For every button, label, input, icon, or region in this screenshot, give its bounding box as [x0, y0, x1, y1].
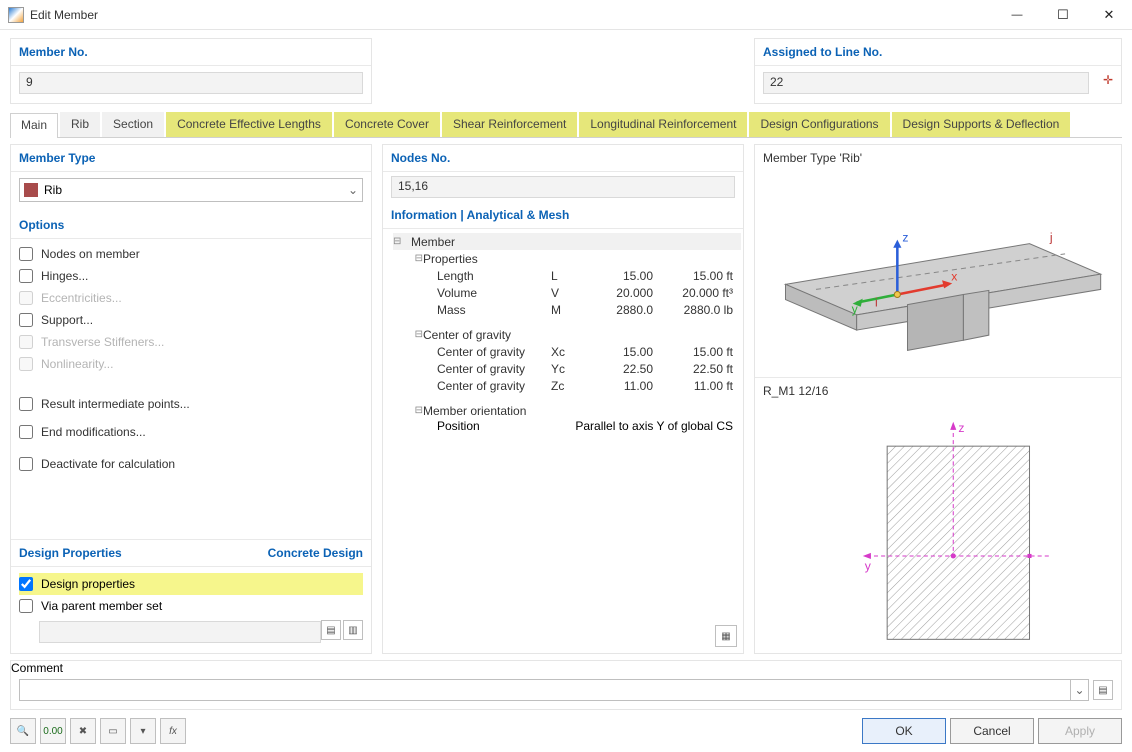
pick-line-icon[interactable]: ✛ [1099, 71, 1117, 89]
tab-design-supports-deflection[interactable]: Design Supports & Deflection [892, 112, 1071, 137]
maximize-button[interactable] [1040, 0, 1086, 30]
member-preview: z x y j i [755, 171, 1121, 378]
tree-mass-row: MassM2880.02880.0 lb [393, 301, 741, 318]
design-properties-label: Design Properties [19, 546, 122, 560]
tree-cog-x-row: Center of gravityXc15.0015.00 ft [393, 343, 741, 360]
opt-deactivate-for-calculation[interactable]: Deactivate for calculation [19, 453, 363, 475]
svg-text:x: x [951, 269, 957, 283]
right-column: Member Type 'Rib' z [754, 144, 1122, 654]
tab-concrete-effective-lengths[interactable]: Concrete Effective Lengths [166, 112, 332, 137]
svg-text:z: z [902, 231, 908, 245]
comment-row: Comment ⌄ ▤ [10, 660, 1122, 710]
tree-volume-row: VolumeV20.00020.000 ft³ [393, 284, 741, 301]
tree-position-row: PositionParallel to axis Y of global CS [393, 419, 741, 436]
tab-main[interactable]: Main [10, 113, 58, 138]
window-title: Edit Member [30, 8, 994, 22]
via-parent-member-set-row[interactable]: Via parent member set [19, 595, 363, 617]
svg-text:y: y [852, 302, 859, 316]
options-label: Options [11, 212, 371, 239]
cancel-button[interactable]: Cancel [950, 718, 1034, 744]
nodes-no-label: Nodes No. [383, 145, 743, 172]
close-button[interactable] [1086, 0, 1132, 30]
tab-design-configurations[interactable]: Design Configurations [749, 112, 889, 137]
comment-field[interactable]: ⌄ [19, 679, 1089, 701]
tree-cog-y-row: Center of gravityYc22.5022.50 ft [393, 360, 741, 377]
app-icon [8, 7, 24, 23]
concrete-design-label: Concrete Design [268, 546, 363, 560]
design-properties-checkbox-row[interactable]: Design properties [19, 573, 363, 595]
member-type-value: Rib [44, 183, 62, 197]
member-type-dropdown[interactable]: Rib ⌄ [19, 178, 363, 202]
tab-longitudinal-reinforcement[interactable]: Longitudinal Reinforcement [579, 112, 747, 137]
tree-length-row: LengthL15.0015.00 ft [393, 267, 741, 284]
top-fields-row: Member No. 9 Assigned to Line No. 22 ✛ [10, 38, 1122, 104]
bottom-bar: 🔍 0.00 ✖︎ ▭ ▾ fx OK Cancel Apply [0, 716, 1132, 752]
opt-hinges[interactable]: Hinges... [19, 265, 363, 287]
opt-end-modifications[interactable]: End modifications... [19, 421, 363, 443]
body-row: Member Type Rib ⌄ Options Nodes on membe… [10, 144, 1122, 654]
tab-concrete-cover[interactable]: Concrete Cover [334, 112, 440, 137]
comment-label: Comment [11, 661, 1121, 675]
info-tree: ⊟Member ⊟Properties LengthL15.0015.00 ft… [383, 229, 743, 440]
svg-text:z: z [958, 421, 964, 435]
titlebar: Edit Member [0, 0, 1132, 30]
tab-section[interactable]: Section [102, 112, 164, 137]
opt-result-intermediate-points[interactable]: Result intermediate points... [19, 393, 363, 415]
via-parent-checkbox[interactable] [19, 599, 33, 613]
opt-support[interactable]: Support... [19, 309, 363, 331]
member-no-value[interactable]: 9 [19, 72, 363, 94]
script-button[interactable]: fx [160, 718, 186, 744]
assigned-value[interactable]: 22 [763, 72, 1089, 94]
assigned-panel: Assigned to Line No. 22 ✛ [754, 38, 1122, 104]
export-button[interactable]: ▾ [130, 718, 156, 744]
svg-text:j: j [1049, 231, 1053, 245]
member-no-panel: Member No. 9 [10, 38, 372, 104]
opt-nodes-on-member[interactable]: Nodes on member [19, 243, 363, 265]
member-type-swatch [24, 183, 38, 197]
chevron-down-icon: ⌄ [348, 183, 358, 197]
tree-properties-row[interactable]: ⊟Properties [393, 250, 741, 267]
middle-column: Nodes No. 15,16 Information | Analytical… [382, 144, 744, 654]
new-set-button[interactable]: ▤ [321, 620, 341, 640]
tree-member-orientation-row[interactable]: ⊟Member orientation [393, 402, 741, 419]
parent-member-set-field [39, 621, 321, 643]
model-button[interactable]: ✖︎ [70, 718, 96, 744]
section-label: R_M1 12/16 [755, 378, 1121, 404]
help-button[interactable]: 🔍 [10, 718, 36, 744]
assigned-label: Assigned to Line No. [755, 39, 1121, 66]
units-button[interactable]: 0.00 [40, 718, 66, 744]
chevron-down-icon: ⌄ [1070, 680, 1088, 700]
tab-shear-reinforcement[interactable]: Shear Reinforcement [442, 112, 577, 137]
comment-library-button[interactable]: ▤ [1093, 680, 1113, 700]
minimize-button[interactable] [994, 0, 1040, 30]
design-properties-panel: Design Properties Concrete Design Design… [11, 539, 371, 653]
tree-cog-row[interactable]: ⊟Center of gravity [393, 326, 741, 343]
apply-button: Apply [1038, 718, 1122, 744]
opt-nonlinearity: Nonlinearity... [19, 353, 363, 375]
info-label: Information | Analytical & Mesh [383, 202, 743, 229]
ok-button[interactable]: OK [862, 718, 946, 744]
preview-label: Member Type 'Rib' [755, 145, 1121, 171]
member-type-label: Member Type [11, 145, 371, 172]
edit-set-button[interactable]: ▥ [343, 620, 363, 640]
opt-transverse-stiffeners: Transverse Stiffeners... [19, 331, 363, 353]
design-properties-checkbox[interactable] [19, 577, 33, 591]
section-preview: z y [755, 404, 1121, 654]
tab-rib[interactable]: Rib [60, 112, 100, 137]
top-mid-empty [382, 38, 744, 104]
tree-member-row[interactable]: ⊟Member [393, 233, 741, 250]
info-options-button[interactable]: ▦ [715, 625, 737, 647]
svg-text:i: i [875, 296, 878, 310]
tab-strip: Main Rib Section Concrete Effective Leng… [10, 112, 1122, 138]
member-no-label: Member No. [11, 39, 371, 66]
tree-cog-z-row: Center of gravityZc11.0011.00 ft [393, 377, 741, 394]
svg-text:y: y [865, 560, 872, 574]
copy-button[interactable]: ▭ [100, 718, 126, 744]
left-column: Member Type Rib ⌄ Options Nodes on membe… [10, 144, 372, 654]
nodes-no-value[interactable]: 15,16 [391, 176, 735, 198]
opt-eccentricities: Eccentricities... [19, 287, 363, 309]
